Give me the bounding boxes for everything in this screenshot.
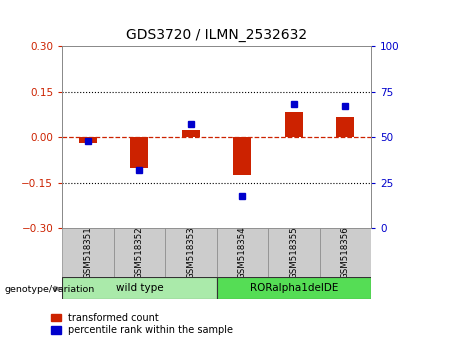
Bar (337, 116, 355, 137)
Bar (233, 137, 251, 175)
Bar (182, 131, 200, 137)
Bar (62, 228, 114, 278)
Bar (285, 112, 303, 137)
Bar (268, 228, 319, 278)
Text: wild type: wild type (116, 283, 163, 293)
Text: GSM518353: GSM518353 (186, 227, 195, 280)
Polygon shape (54, 286, 60, 291)
Bar (79, 137, 97, 143)
Bar (130, 137, 148, 167)
Text: GSM518354: GSM518354 (238, 227, 247, 280)
Bar (62, 277, 217, 299)
Bar (217, 228, 268, 278)
Text: RORalpha1delDE: RORalpha1delDE (250, 283, 338, 293)
Bar (217, 277, 371, 299)
Bar (319, 228, 371, 278)
Text: GSM518356: GSM518356 (341, 227, 350, 280)
Bar (165, 228, 217, 278)
Legend: transformed count, percentile rank within the sample: transformed count, percentile rank withi… (51, 313, 233, 335)
Text: genotype/variation: genotype/variation (5, 285, 95, 294)
Text: GSM518351: GSM518351 (83, 227, 93, 280)
Bar (114, 228, 165, 278)
Text: GSM518355: GSM518355 (290, 227, 298, 280)
Title: GDS3720 / ILMN_2532632: GDS3720 / ILMN_2532632 (126, 28, 307, 42)
Text: GSM518352: GSM518352 (135, 227, 144, 280)
